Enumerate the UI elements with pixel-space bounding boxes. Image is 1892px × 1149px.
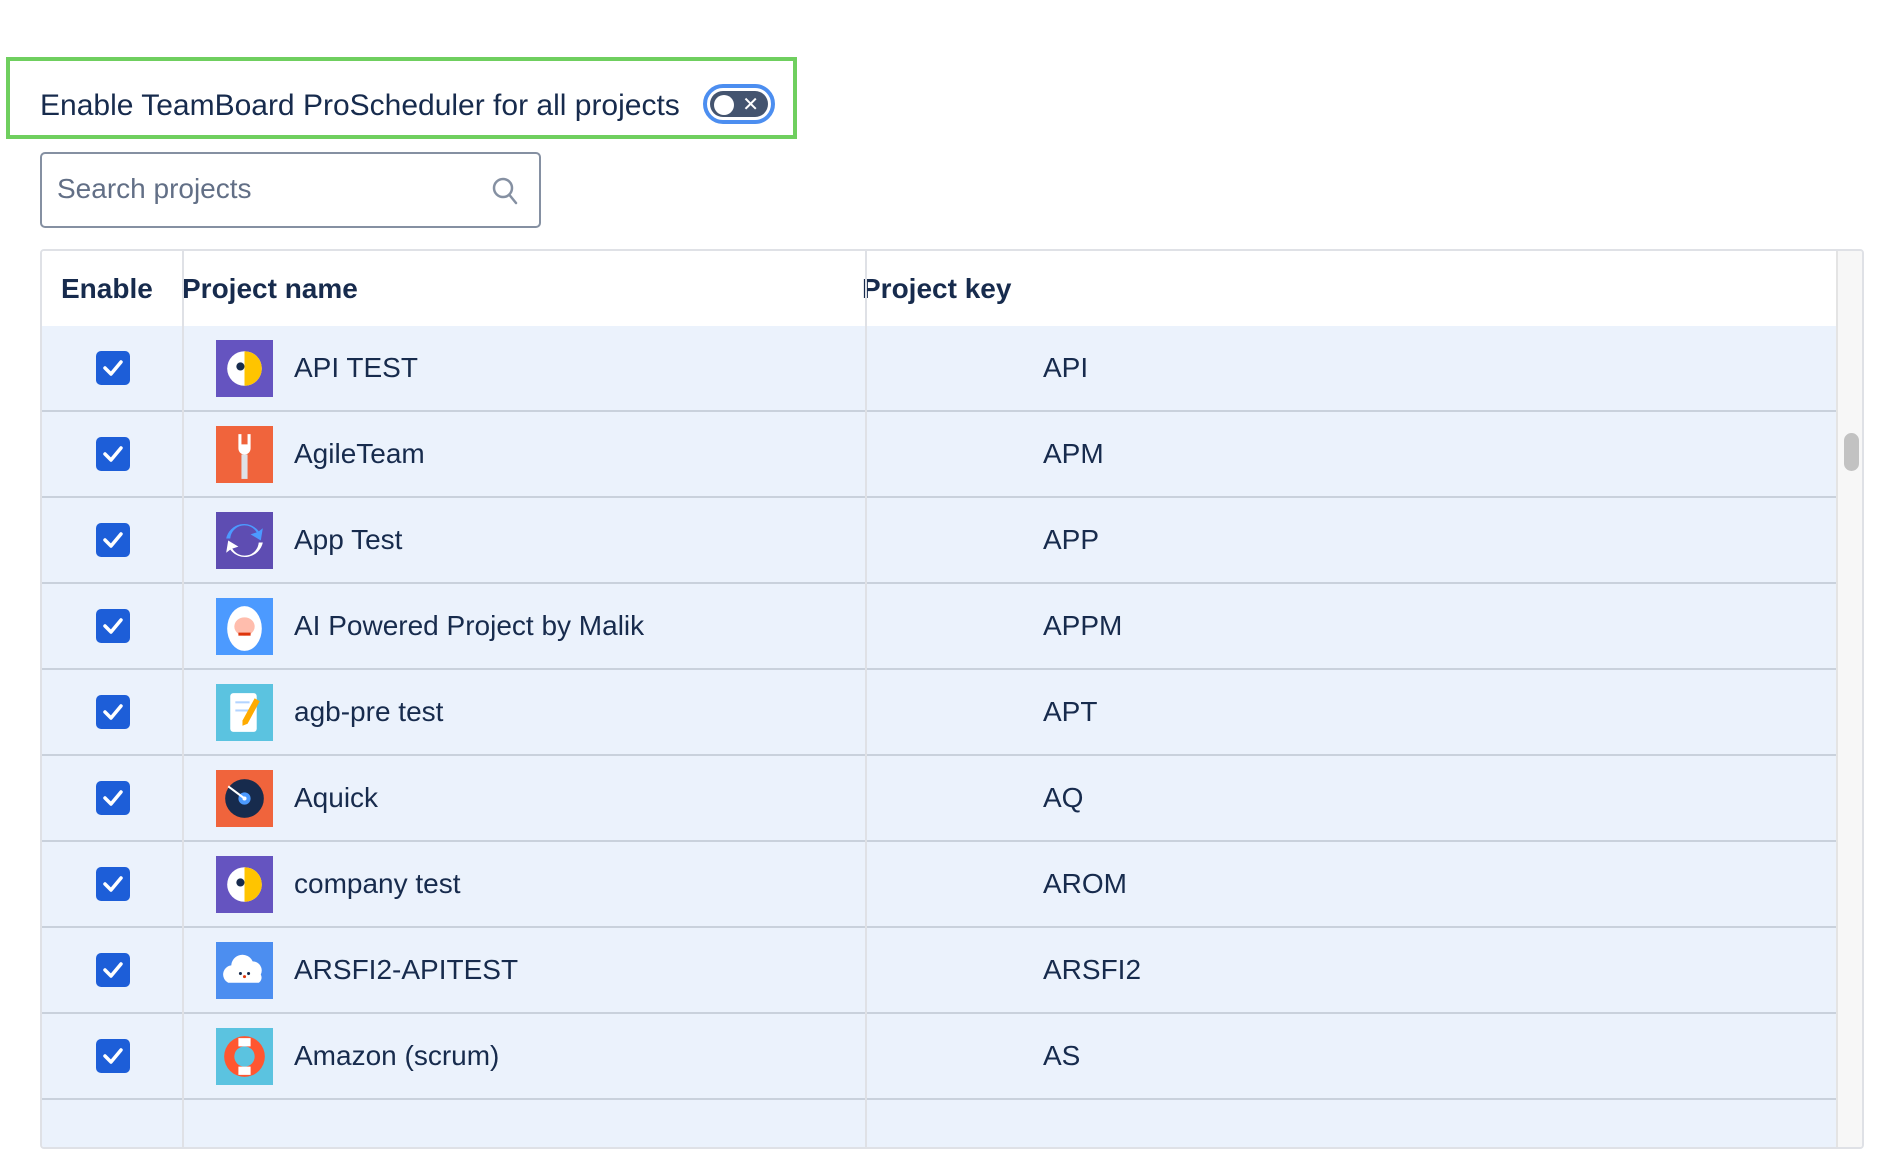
wrench-icon [216,426,273,483]
column-header-enable: Enable [61,273,153,304]
table-header: Enable Project name Project key [42,251,1836,328]
project-key: APPM [1043,610,1123,641]
projects-table: Enable Project name Project key API TEST… [40,249,1864,1149]
checkmark-icon [103,790,123,806]
project-name[interactable]: API TEST [294,352,418,383]
project-name[interactable]: company test [294,868,461,899]
project-name[interactable]: agb-pre test [294,696,444,727]
project-key: API [1043,352,1089,383]
checkmark-icon [103,876,123,892]
column-header-project-key: Project key [862,273,1012,304]
project-key: AROM [1043,868,1127,899]
project-key: APM [1043,438,1104,469]
checkmark-icon [103,962,123,978]
table-row: App Test APP [42,498,1836,584]
project-name[interactable]: App Test [294,524,403,555]
table-row: agb-pre test APT [42,670,1836,756]
enable-checkbox[interactable] [96,523,130,557]
close-icon: ✕ [742,94,759,116]
search-projects-field[interactable] [40,152,541,228]
parrot-icon [216,340,273,397]
project-key: AS [1043,1040,1081,1071]
enable-checkbox[interactable] [96,695,130,729]
checkmark-icon [103,446,123,462]
checkmark-icon [103,1048,123,1064]
column-header-project-name: Project name [182,273,358,304]
table-row: Amazon (scrum) AS [42,1014,1836,1100]
project-name[interactable]: Amazon (scrum) [294,1040,500,1071]
table-row: Aquick AQ [42,756,1836,842]
enable-checkbox[interactable] [96,437,130,471]
notepad-icon [216,684,273,741]
search-input[interactable] [55,172,479,206]
scrollbar[interactable] [1836,251,1862,1147]
yeti-icon [216,598,273,655]
table-row: AgileTeam APM [42,412,1836,498]
table-row: AI Powered Project by Malik APPM [42,584,1836,670]
checkmark-icon [103,360,123,376]
lifebuoy-icon [216,1028,273,1085]
project-name[interactable]: Aquick [294,782,379,813]
enable-checkbox[interactable] [96,867,130,901]
project-key: APP [1043,524,1100,555]
project-name[interactable]: AgileTeam [294,438,425,469]
enable-checkbox[interactable] [96,953,130,987]
enable-checkbox[interactable] [96,781,130,815]
project-name[interactable]: AI Powered Project by Malik [294,610,645,641]
project-name[interactable]: ARSFI2-APITEST [294,954,519,985]
enable-checkbox[interactable] [96,609,130,643]
enable-checkbox[interactable] [96,351,130,385]
enable-all-toggle[interactable]: ✕ [703,84,775,124]
enable-all-label: Enable TeamBoard ProScheduler for all pr… [40,89,680,122]
search-icon [492,177,518,205]
table-row: API TEST API [42,326,1836,412]
refresh-icon [216,512,273,569]
project-key: AQ [1043,782,1084,813]
project-key: APT [1043,696,1098,727]
checkmark-icon [103,532,123,548]
highlight-box [6,57,797,139]
cloud-icon [216,942,273,999]
checkmark-icon [103,704,123,720]
scrollbar-thumb[interactable] [1844,433,1859,471]
checkmark-icon [103,618,123,634]
project-key: ARSFI2 [1043,954,1142,985]
table-row: ARSFI2-APITEST ARSFI2 [42,928,1836,1014]
table-row [42,1100,1836,1147]
column-divider [865,251,867,1147]
parrot-icon [216,856,273,913]
enable-checkbox[interactable] [96,1039,130,1073]
toggle-knob [714,95,734,115]
column-divider [182,251,184,1147]
vinyl-icon [216,770,273,827]
table-row: company test AROM [42,842,1836,928]
